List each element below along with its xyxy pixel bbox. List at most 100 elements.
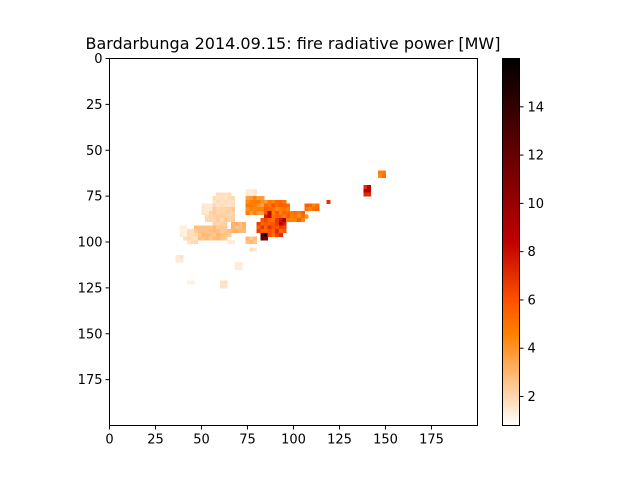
heatmap-cell xyxy=(275,214,280,219)
heatmap-cell xyxy=(230,214,236,219)
heatmap-cell xyxy=(197,229,202,234)
heatmap-cell xyxy=(194,232,199,237)
heatmap-cell xyxy=(249,192,254,197)
heatmap-cell xyxy=(326,199,331,204)
heatmap-cell xyxy=(304,207,309,212)
heatmap-cell xyxy=(205,218,210,223)
heatmap-cell xyxy=(219,284,224,289)
heatmap-cell xyxy=(230,207,236,212)
heatmap-cell xyxy=(286,218,291,223)
heatmap-cell xyxy=(190,232,195,237)
heatmap-cell xyxy=(190,280,195,285)
heatmap-cell xyxy=(201,236,206,241)
heatmap-cell xyxy=(260,207,265,212)
heatmap-cell xyxy=(219,203,224,208)
heatmap-cell xyxy=(230,218,236,223)
heatmap-cell xyxy=(275,232,280,237)
heatmap-cell xyxy=(212,196,217,201)
heatmap-cell xyxy=(249,240,254,245)
heatmap-cell xyxy=(278,214,283,219)
heatmap-cell xyxy=(289,218,294,223)
heatmap-cell xyxy=(186,240,191,245)
heatmap-cell xyxy=(267,232,272,237)
heatmap-cell xyxy=(208,225,213,230)
heatmap-cell xyxy=(216,210,221,215)
heatmap-cell xyxy=(264,214,269,219)
heatmap-cell xyxy=(230,199,236,204)
heatmap-cell xyxy=(267,221,272,226)
heatmap-cell xyxy=(216,199,221,204)
heatmap-cell xyxy=(271,199,276,204)
heatmap-cell xyxy=(282,229,287,234)
heatmap-cell xyxy=(245,196,250,201)
heatmap-cell xyxy=(260,218,265,223)
heatmap-cell xyxy=(205,203,210,208)
heatmap-cell xyxy=(264,203,269,208)
heatmap-cell xyxy=(308,207,313,212)
heatmap-cell xyxy=(190,240,195,245)
heatmap-cell xyxy=(186,236,191,241)
y-tick-label: 0 xyxy=(94,52,102,67)
heatmap-cell xyxy=(286,210,291,215)
heatmap-cell xyxy=(223,229,228,234)
heatmap-cell xyxy=(205,210,210,215)
heatmap-cell xyxy=(219,196,224,201)
heatmap-cell xyxy=(267,210,272,215)
heatmap-cell xyxy=(212,218,217,223)
heatmap-cell xyxy=(367,188,372,193)
x-axis: 0 25 50 75 100 125 150 175 xyxy=(105,425,444,448)
heatmap-cell xyxy=(256,221,261,226)
heatmap-cell xyxy=(219,214,224,219)
heatmap-cell xyxy=(267,199,272,204)
chart-title: Bardarbunga 2014.09.15: fire radiative p… xyxy=(86,34,501,53)
heatmap-cell xyxy=(264,221,269,226)
heatmap-cell xyxy=(197,232,202,237)
heatmap-cell xyxy=(219,221,224,226)
heatmap-cell xyxy=(363,185,368,190)
heatmap-cell xyxy=(212,229,217,234)
x-tick-label: 100 xyxy=(281,433,306,448)
heatmap-cell xyxy=(278,221,283,226)
heatmap-cell xyxy=(234,225,239,230)
heatmap-cell xyxy=(253,203,258,208)
heatmap-cell xyxy=(179,258,184,263)
heatmap-cell xyxy=(297,218,302,223)
heatmap-cell xyxy=(227,203,232,208)
heatmap-cell xyxy=(216,232,221,237)
y-tick-label: 150 xyxy=(78,327,103,342)
colorbar-tick-label: 14 xyxy=(528,100,545,115)
heatmap-cell xyxy=(230,196,236,201)
heatmap-cell xyxy=(227,199,232,204)
heatmap-cell xyxy=(201,207,206,212)
x-tick-label: 150 xyxy=(373,433,398,448)
heatmap-cell xyxy=(216,207,221,212)
heatmap-cell xyxy=(227,218,232,223)
x-tick-label: 75 xyxy=(239,433,256,448)
heatmap-cell xyxy=(212,236,217,241)
heatmap-cell xyxy=(245,236,250,241)
heatmap-cell xyxy=(223,284,228,289)
heatmap-cell xyxy=(227,240,232,245)
heatmap-cell xyxy=(212,207,217,212)
heatmap-cell xyxy=(212,225,217,230)
heatmap-cell xyxy=(201,210,206,215)
heatmap-cell xyxy=(183,229,188,234)
y-tick-label: 100 xyxy=(78,236,103,251)
heatmap-cell xyxy=(278,210,283,215)
heatmap-cell xyxy=(223,218,228,223)
heatmap-cell xyxy=(227,196,232,201)
heatmap-cell xyxy=(267,225,272,230)
heatmap-cell xyxy=(219,210,224,215)
heatmap-cell xyxy=(253,196,258,201)
colorbar-gradient xyxy=(502,58,520,426)
heatmap-cell xyxy=(186,232,191,237)
heatmap-cell xyxy=(308,203,313,208)
heatmap-cell xyxy=(267,229,272,234)
colorbar-tick-label: 2 xyxy=(528,390,536,405)
heatmap-cell xyxy=(238,229,243,234)
heatmap-cell xyxy=(264,236,269,241)
heatmap-cell xyxy=(219,192,224,197)
heatmap-cell xyxy=(253,192,258,197)
heatmap-cell xyxy=(260,196,265,201)
heatmap-cell xyxy=(201,232,206,237)
